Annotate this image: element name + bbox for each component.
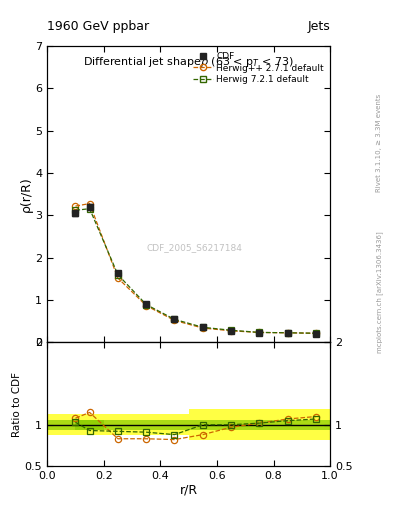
- Y-axis label: ρ(r/R): ρ(r/R): [19, 176, 32, 212]
- Text: Jets: Jets: [307, 20, 330, 33]
- Text: Rivet 3.1.10, ≥ 3.3M events: Rivet 3.1.10, ≥ 3.3M events: [376, 94, 382, 193]
- Y-axis label: Ratio to CDF: Ratio to CDF: [12, 372, 22, 437]
- Legend: CDF, Herwig++ 2.7.1 default, Herwig 7.2.1 default: CDF, Herwig++ 2.7.1 default, Herwig 7.2.…: [189, 49, 327, 88]
- X-axis label: r/R: r/R: [180, 483, 198, 497]
- Text: Differential jet shape$\rho$ (63 < p$_T$ < 73): Differential jet shape$\rho$ (63 < p$_T$…: [83, 55, 294, 69]
- Text: CDF_2005_S6217184: CDF_2005_S6217184: [146, 243, 242, 252]
- Text: mcplots.cern.ch [arXiv:1306.3436]: mcplots.cern.ch [arXiv:1306.3436]: [376, 231, 383, 353]
- Text: 1960 GeV ppbar: 1960 GeV ppbar: [47, 20, 149, 33]
